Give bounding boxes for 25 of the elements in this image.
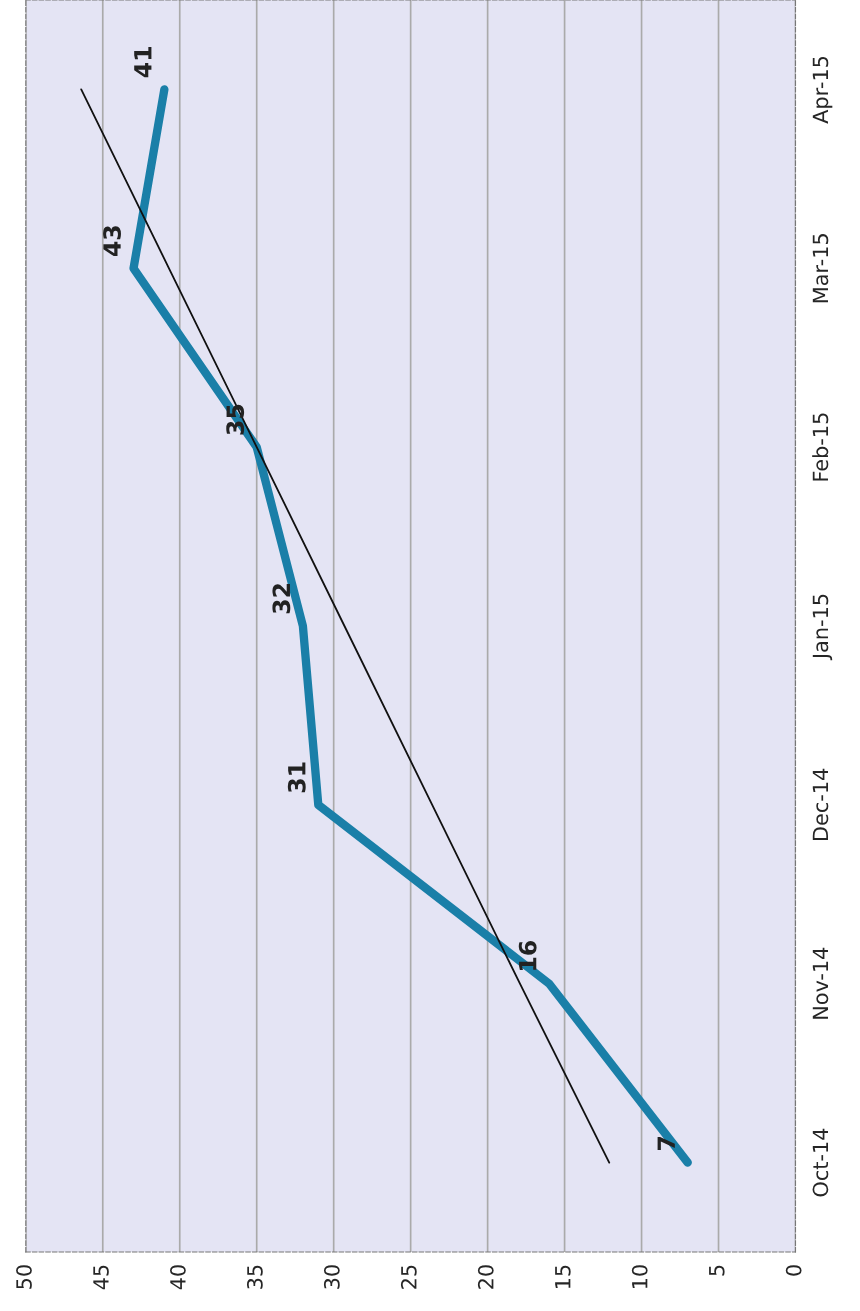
data-label: 32 [272, 584, 291, 614]
x-tick-label: 30 [323, 1265, 340, 1289]
data-label: 35 [226, 404, 245, 435]
y-tick-label: Jan-15 [812, 594, 833, 661]
x-tick-label: 50 [16, 1265, 32, 1289]
data-label: 41 [134, 47, 152, 78]
y-tick-label: Nov-14 [812, 947, 829, 1019]
y-tick-label: Feb-15 [812, 413, 829, 481]
data-label: 43 [103, 226, 121, 257]
x-tick-label: 0 [785, 1265, 802, 1276]
y-tick-label: Apr-15 [812, 56, 833, 124]
y-tick-label: Mar-15 [812, 234, 829, 303]
data-label: 16 [518, 941, 537, 970]
x-tick-label: 35 [247, 1265, 263, 1289]
data-label: 31 [287, 762, 306, 793]
x-tick-label: 10 [631, 1265, 648, 1289]
x-tick-label: 15 [555, 1265, 571, 1289]
y-tick-label: Oct-14 [812, 1128, 829, 1197]
x-tick-label: 40 [170, 1265, 186, 1290]
x-tick-label: 45 [93, 1265, 109, 1290]
y-tick-label: Dec-14 [812, 768, 829, 840]
x-tick-label: 5 [709, 1265, 725, 1276]
x-tick-label: 25 [400, 1265, 417, 1289]
x-tick-label: 20 [477, 1265, 494, 1289]
data-label: 7 [657, 1136, 675, 1150]
